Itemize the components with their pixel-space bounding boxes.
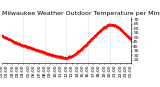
Text: Milwaukee Weather Outdoor Temperature per Minute (Last 24 Hours): Milwaukee Weather Outdoor Temperature pe…: [2, 11, 160, 16]
